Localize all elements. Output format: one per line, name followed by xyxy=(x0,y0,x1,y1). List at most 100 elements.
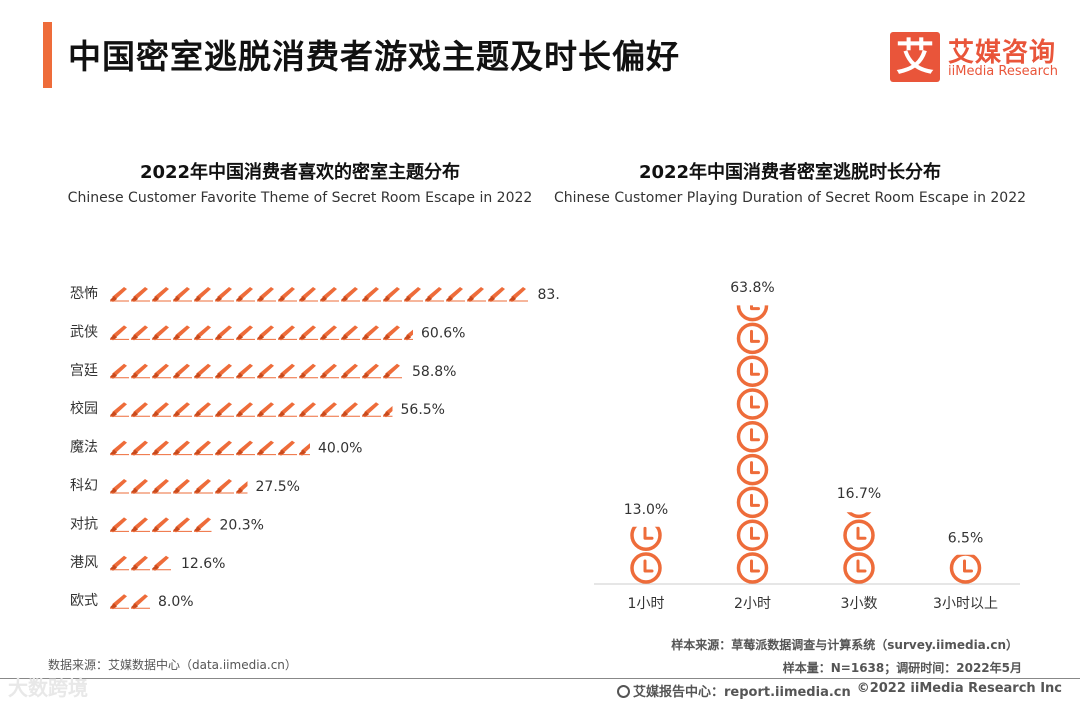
knife-icon xyxy=(152,555,171,571)
knife-icon xyxy=(425,287,444,302)
sample-source: 样本来源：草莓派数据调查与计算系统（survey.iimedia.cn） xyxy=(671,638,1018,652)
clock-icon xyxy=(736,322,769,355)
clock-icon xyxy=(736,552,769,584)
knife-icon xyxy=(467,287,486,302)
knife-icon xyxy=(278,325,297,341)
knife-icon xyxy=(299,443,310,456)
knife-icon xyxy=(236,440,255,456)
knife-icon xyxy=(110,363,129,379)
clock-icon xyxy=(843,552,875,584)
theme-bar xyxy=(110,440,310,456)
clock-icon xyxy=(736,486,769,519)
knife-icon xyxy=(131,287,150,302)
theme-chart: 恐怖 83.9% 武侠 60.6% 宫廷 58.8% 校园 56.5% 魔法 40.0% 科幻 27.… xyxy=(70,285,560,610)
knife-icon xyxy=(173,479,192,494)
theme-category-label: 魔法 xyxy=(70,440,98,456)
theme-category-label: 武侠 xyxy=(70,324,98,340)
clock-icon xyxy=(736,305,769,322)
knife-icon xyxy=(362,325,381,341)
duration-value-label: 63.8% xyxy=(730,280,774,296)
left-data-source: 数据来源：艾媒数据中心（data.iimedia.cn） xyxy=(48,658,297,672)
knife-icon xyxy=(236,325,255,341)
knife-icon xyxy=(173,517,192,533)
knife-icon xyxy=(404,329,413,341)
clock-icon xyxy=(736,453,769,486)
duration-category-label: 3小时以上 xyxy=(933,596,998,612)
logo-name-cn: 艾媒咨询 xyxy=(948,38,1057,68)
theme-row: 港风 12.6% xyxy=(70,555,225,572)
knife-icon xyxy=(173,287,192,302)
knife-icon xyxy=(278,363,297,379)
theme-bar xyxy=(110,594,150,610)
knife-icon xyxy=(509,287,528,302)
theme-bar xyxy=(110,517,212,533)
knife-icon xyxy=(152,517,171,533)
knife-icon xyxy=(110,479,129,494)
theme-category-label: 港风 xyxy=(70,555,98,571)
knife-icon xyxy=(215,479,234,494)
theme-value-label: 20.3% xyxy=(220,517,264,533)
knife-icon xyxy=(362,402,381,418)
theme-value-label: 8.0% xyxy=(158,594,194,610)
knife-icon xyxy=(257,325,276,341)
knife-icon xyxy=(110,555,129,571)
knife-icon xyxy=(110,440,129,456)
duration-chart-subtitle: Chinese Customer Playing Duration of Sec… xyxy=(553,190,1027,206)
theme-chart-subtitle: Chinese Customer Favorite Theme of Secre… xyxy=(67,190,533,206)
footer-report-center: 艾媒报告中心：report.iimedia.cn xyxy=(617,681,851,700)
globe-icon xyxy=(617,685,630,698)
knife-icon xyxy=(194,402,213,418)
clock-icon xyxy=(630,526,662,551)
logo-mark: 艾 xyxy=(890,32,940,82)
knife-icon xyxy=(131,440,150,456)
theme-value-label: 56.5% xyxy=(401,402,445,418)
theme-category-label: 对抗 xyxy=(70,516,98,532)
theme-value-label: 58.8% xyxy=(412,364,456,380)
knife-icon xyxy=(194,479,213,494)
knife-icon xyxy=(215,325,234,341)
knife-icon xyxy=(383,363,402,379)
knife-icon xyxy=(110,287,129,302)
knife-icon xyxy=(257,363,276,379)
clock-icon xyxy=(736,519,769,551)
theme-category-label: 科幻 xyxy=(70,478,98,494)
duration-category-label: 3小数 xyxy=(841,596,878,612)
knife-icon xyxy=(131,402,150,418)
knife-icon xyxy=(383,405,393,418)
knife-icon xyxy=(278,440,297,456)
theme-row: 恐怖 83.9% xyxy=(70,285,560,303)
knife-icon xyxy=(152,363,171,379)
duration-column: 16.7% 3小数 xyxy=(837,486,881,612)
knife-icon xyxy=(152,287,171,302)
knife-icon xyxy=(194,517,212,533)
knife-icon xyxy=(173,325,192,341)
duration-value-label: 13.0% xyxy=(624,502,668,518)
knife-icon xyxy=(110,325,129,341)
knife-icon xyxy=(299,325,318,341)
page-title: 中国密室逃脱消费者游戏主题及时长偏好 xyxy=(68,37,680,76)
theme-category-label: 宫廷 xyxy=(70,363,98,379)
knife-icon xyxy=(110,594,129,610)
watermark: 大数跨境 xyxy=(8,676,88,700)
knife-icon xyxy=(194,440,213,456)
knife-icon xyxy=(446,287,465,302)
knife-icon xyxy=(173,440,192,456)
knife-icon xyxy=(278,402,297,418)
theme-category-label: 恐怖 xyxy=(70,285,98,302)
sample-size: 样本量：N=1638；调研时间：2022年5月 xyxy=(782,661,1022,675)
theme-row: 对抗 20.3% xyxy=(70,516,264,533)
knife-icon xyxy=(404,287,423,302)
theme-category-label: 欧式 xyxy=(70,593,98,609)
duration-chart-title: 2022年中国消费者密室逃脱时长分布 xyxy=(638,162,942,183)
knife-icon xyxy=(236,363,255,379)
theme-row: 科幻 27.5% xyxy=(70,478,300,495)
duration-value-label: 16.7% xyxy=(837,486,881,502)
knife-icon xyxy=(215,402,234,418)
footer-copyright: ©2022 iiMedia Research Inc xyxy=(856,681,1062,696)
knife-icon xyxy=(236,287,255,302)
knife-icon xyxy=(152,479,171,494)
clock-icon xyxy=(736,421,769,453)
duration-category-label: 2小时 xyxy=(734,596,771,612)
duration-value-label: 6.5% xyxy=(948,531,984,547)
clock-icon xyxy=(846,512,872,519)
